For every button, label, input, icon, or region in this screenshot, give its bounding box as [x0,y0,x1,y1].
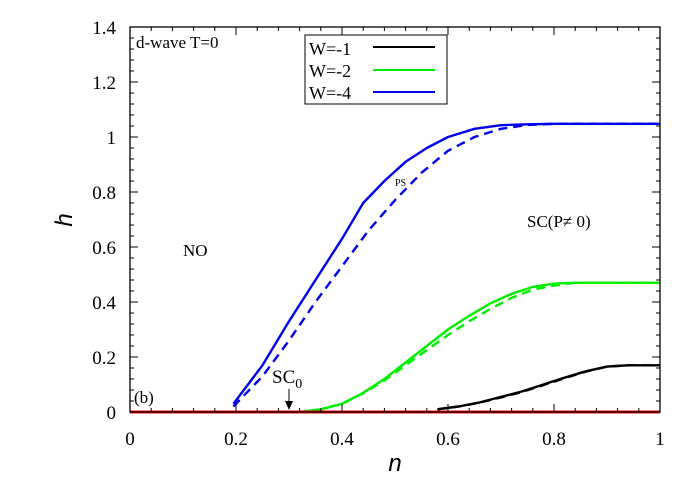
tick-label: 0.6 [436,429,460,450]
tick-label: 1.4 [92,18,116,39]
tick-label: 0 [125,429,135,450]
axis-ticks: 0 0.2 0.4 0.6 0.8 1 0 0.2 0.4 0.6 0.8 1 1.2 1.4 [92,18,665,450]
tick-label: 0.8 [542,429,566,450]
legend-item-w1: W=-1 [309,39,435,59]
series-line-1 [437,364,660,411]
tick-label: 1 [107,128,117,149]
series-line-3 [299,281,660,414]
panel-label: (b) [134,388,154,407]
legend-label: W=-1 [309,39,351,59]
series-line-5 [232,122,660,408]
tick-label: 1.2 [92,73,116,94]
tick-label: 0.8 [92,183,116,204]
tick-label: 0.4 [92,293,116,314]
panel-title: d-wave T=0 [136,33,218,52]
legend-label: W=-2 [309,61,351,81]
tick-label: 0.4 [330,429,354,450]
legend-item-w4: W=-4 [309,83,435,103]
tick-label: 0 [107,403,117,424]
x-axis-title: n [388,450,401,477]
sc0-label: SC0 [272,367,302,392]
legend: W=-1 W=-2 W=-4 [304,34,448,105]
series-line-4 [232,122,660,405]
tick-label: 1 [655,429,665,450]
legend-label: W=-4 [309,83,351,103]
y-axis-title: h [51,213,78,226]
tick-label: 0.2 [224,429,248,450]
region-no-label: NO [183,241,208,260]
legend-item-w2: W=-2 [309,61,435,81]
plot-frame [129,26,661,413]
tick-label: 0.6 [92,238,116,259]
sc0-annotation: SC0 [272,367,302,410]
tick-label: 0.2 [92,348,116,369]
region-ps-label: PS [395,178,406,189]
region-sc-label: SC(P≠ 0) [527,212,591,231]
series-line-2 [299,281,660,414]
series-line-0 [437,364,660,411]
sc0-arrowhead-icon [285,401,293,410]
series-layer [130,122,660,414]
